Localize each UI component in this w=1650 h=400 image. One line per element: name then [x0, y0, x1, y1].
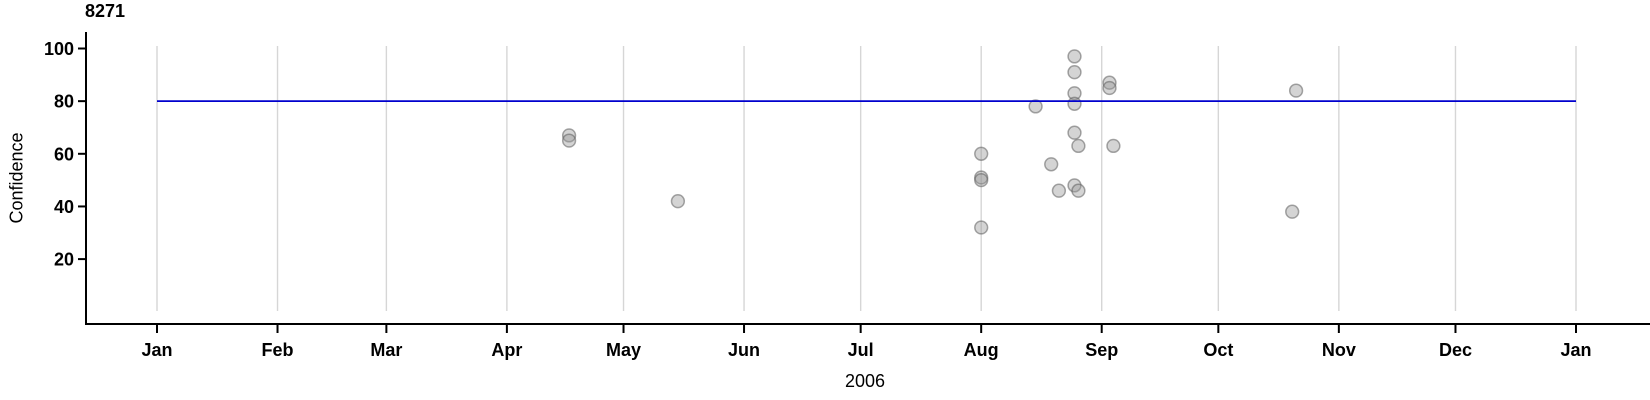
data-point	[1071, 183, 1086, 198]
data-point	[1051, 183, 1067, 198]
y-tick-label: 60	[54, 144, 74, 164]
data-point	[670, 194, 686, 209]
x-tick-label: Feb	[262, 340, 294, 360]
data-point	[1102, 80, 1117, 96]
data-point	[974, 172, 989, 188]
y-tick-label: 100	[44, 39, 74, 59]
x-tick-label: Apr	[491, 340, 522, 360]
x-tick-label: Nov	[1322, 340, 1356, 360]
data-point	[1067, 96, 1082, 111]
x-tick-label: Dec	[1439, 340, 1472, 360]
data-point	[1285, 204, 1300, 219]
data-point	[1067, 65, 1082, 80]
x-tick-label: Jul	[848, 340, 874, 360]
data-point	[1071, 138, 1086, 154]
data-point	[1106, 138, 1121, 154]
data-point	[561, 133, 577, 148]
x-tick-label: Jan	[1560, 340, 1591, 360]
x-tick-label: Sep	[1085, 340, 1118, 360]
x-tick-label: Mar	[370, 340, 402, 360]
data-point	[1288, 83, 1304, 98]
data-point	[974, 220, 989, 235]
y-axis-title: Confidence	[6, 132, 27, 224]
x-tick-label: Aug	[964, 340, 999, 360]
y-tick-label: 80	[54, 92, 74, 112]
x-tick-label: Oct	[1203, 340, 1233, 360]
data-point	[1102, 75, 1117, 90]
data-point	[1067, 86, 1082, 101]
data-point	[1028, 99, 1043, 114]
data-point	[974, 146, 989, 161]
x-tick-label: Jun	[728, 340, 760, 360]
x-tick-label: Jan	[141, 340, 172, 360]
x-tick-label: May	[606, 340, 641, 360]
x-axis-title: 2006	[844, 371, 886, 391]
data-point	[1067, 125, 1082, 140]
y-tick-label: 20	[54, 250, 74, 270]
data-point	[561, 128, 577, 143]
y-tick-label: 40	[54, 197, 74, 217]
chart-title: 8271	[85, 1, 126, 21]
data-point	[1044, 157, 1059, 172]
data-point	[1067, 49, 1082, 64]
